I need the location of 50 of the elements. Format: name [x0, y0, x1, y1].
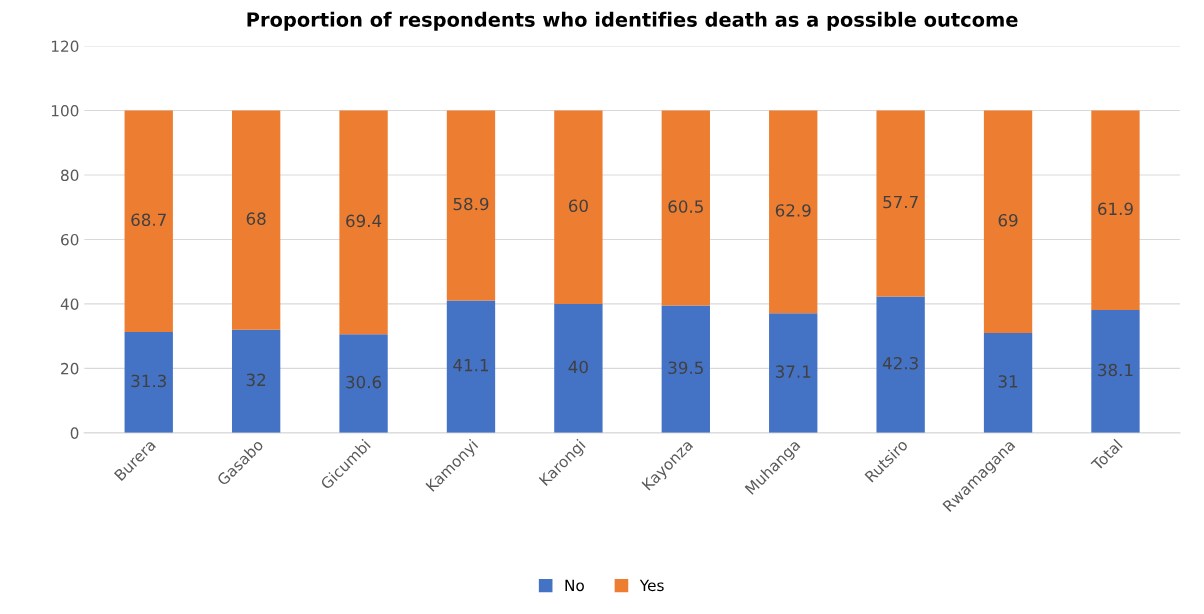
bar [124, 110, 173, 332]
bar [876, 110, 925, 297]
bar [769, 313, 818, 433]
bar [983, 110, 1033, 333]
data-label: 31 [998, 375, 1018, 388]
bar [339, 110, 388, 335]
data-label: 32 [246, 373, 266, 387]
bar [554, 303, 603, 433]
chart-title: Proportion of respondents who identifies death as a possible outcome [247, 11, 1018, 31]
bar [876, 296, 925, 433]
data-label: 68.7 [131, 213, 166, 227]
data-label: 39.5 [668, 361, 703, 375]
bar [983, 332, 1033, 433]
data-label: 38.1 [1098, 363, 1133, 377]
y-tick-label: 120 [51, 40, 79, 53]
bar [446, 110, 496, 301]
legend-label: Yes [639, 579, 664, 592]
bar [661, 305, 710, 433]
bar [231, 110, 281, 330]
y-tick-label: 20 [61, 362, 79, 375]
bar [554, 110, 603, 304]
legend-label: No [565, 579, 584, 592]
data-label: 60.5 [668, 200, 703, 213]
bar [1091, 110, 1140, 311]
data-label: 61.9 [1098, 202, 1133, 216]
bar [124, 331, 173, 433]
bar [661, 110, 710, 306]
y-tick-label: 100 [51, 104, 79, 117]
bar [339, 334, 388, 433]
data-label: 68 [246, 212, 266, 225]
data-label: 69 [998, 213, 1018, 227]
y-tick-label: 80 [61, 169, 79, 182]
data-label: 60 [568, 199, 588, 213]
data-label: 62.9 [775, 204, 811, 217]
bar [769, 110, 818, 314]
data-label: 40 [568, 360, 588, 374]
bar [446, 300, 496, 433]
bar [231, 329, 281, 433]
data-label: 37.1 [775, 365, 811, 378]
data-label: 42.3 [882, 356, 918, 370]
data-label: 30.6 [346, 375, 382, 389]
data-label: 31.3 [131, 374, 166, 388]
data-label: 58.9 [453, 197, 489, 211]
y-tick-label: 0 [70, 427, 79, 439]
bar [1091, 310, 1140, 433]
y-tick-label: 40 [60, 298, 79, 310]
data-label: 41.1 [453, 359, 488, 372]
data-label: 57.7 [883, 195, 918, 209]
data-label: 69.4 [346, 214, 382, 228]
y-tick-label: 60 [61, 233, 79, 246]
